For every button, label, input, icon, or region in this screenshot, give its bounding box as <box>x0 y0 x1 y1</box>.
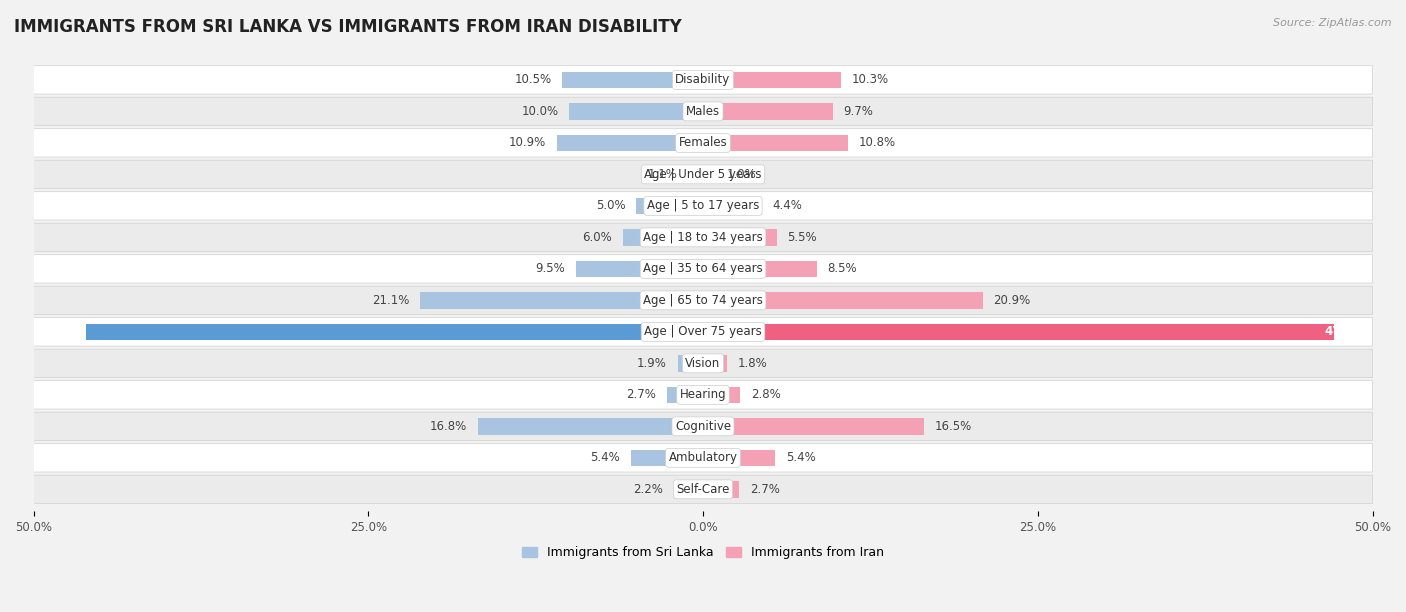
Text: 16.5%: 16.5% <box>935 420 972 433</box>
FancyBboxPatch shape <box>34 255 1372 283</box>
FancyBboxPatch shape <box>34 223 1372 252</box>
Text: 2.7%: 2.7% <box>626 389 657 401</box>
Text: 6.0%: 6.0% <box>582 231 612 244</box>
Bar <box>703 355 727 371</box>
Bar <box>703 72 841 88</box>
FancyBboxPatch shape <box>34 318 1372 346</box>
Text: 2.7%: 2.7% <box>749 483 780 496</box>
Bar <box>576 261 703 277</box>
Text: 47.1%: 47.1% <box>1324 326 1365 338</box>
FancyBboxPatch shape <box>34 381 1372 409</box>
Text: IMMIGRANTS FROM SRI LANKA VS IMMIGRANTS FROM IRAN DISABILITY: IMMIGRANTS FROM SRI LANKA VS IMMIGRANTS … <box>14 18 682 36</box>
Text: 2.8%: 2.8% <box>751 389 780 401</box>
Text: 10.3%: 10.3% <box>852 73 889 86</box>
Legend: Immigrants from Sri Lanka, Immigrants from Iran: Immigrants from Sri Lanka, Immigrants fr… <box>517 541 889 564</box>
Text: Hearing: Hearing <box>679 389 727 401</box>
FancyBboxPatch shape <box>34 97 1372 125</box>
Text: 1.8%: 1.8% <box>738 357 768 370</box>
Bar <box>703 103 832 119</box>
Text: 5.4%: 5.4% <box>591 451 620 465</box>
Text: Age | 35 to 64 years: Age | 35 to 64 years <box>643 263 763 275</box>
Text: 1.1%: 1.1% <box>648 168 678 181</box>
Text: Vision: Vision <box>685 357 721 370</box>
FancyBboxPatch shape <box>34 444 1372 472</box>
Text: 9.5%: 9.5% <box>536 263 565 275</box>
Bar <box>569 103 703 119</box>
Text: Ambulatory: Ambulatory <box>668 451 738 465</box>
Text: Self-Care: Self-Care <box>676 483 730 496</box>
FancyBboxPatch shape <box>34 65 1372 94</box>
Bar <box>703 166 717 182</box>
Bar <box>636 198 703 214</box>
Bar <box>703 387 741 403</box>
Bar <box>86 324 703 340</box>
Text: 2.2%: 2.2% <box>633 483 662 496</box>
Text: Age | 18 to 34 years: Age | 18 to 34 years <box>643 231 763 244</box>
Text: 5.0%: 5.0% <box>596 200 626 212</box>
Bar <box>666 387 703 403</box>
FancyBboxPatch shape <box>34 286 1372 315</box>
Text: Source: ZipAtlas.com: Source: ZipAtlas.com <box>1274 18 1392 28</box>
Text: 5.5%: 5.5% <box>787 231 817 244</box>
FancyBboxPatch shape <box>34 475 1372 504</box>
FancyBboxPatch shape <box>34 192 1372 220</box>
Bar <box>703 198 762 214</box>
FancyBboxPatch shape <box>34 349 1372 378</box>
Bar <box>478 418 703 435</box>
Text: 21.1%: 21.1% <box>373 294 409 307</box>
FancyBboxPatch shape <box>34 412 1372 441</box>
Text: 9.7%: 9.7% <box>844 105 873 118</box>
Bar <box>689 166 703 182</box>
Text: 16.8%: 16.8% <box>430 420 467 433</box>
Bar <box>703 481 740 498</box>
Bar <box>557 135 703 151</box>
Bar <box>703 229 776 245</box>
Text: Disability: Disability <box>675 73 731 86</box>
Bar <box>703 261 817 277</box>
Bar <box>703 292 983 308</box>
Bar <box>703 418 924 435</box>
Bar <box>678 355 703 371</box>
FancyBboxPatch shape <box>34 129 1372 157</box>
Bar <box>703 135 848 151</box>
Text: 1.9%: 1.9% <box>637 357 666 370</box>
Bar <box>631 450 703 466</box>
Text: 10.8%: 10.8% <box>858 136 896 149</box>
Text: 10.9%: 10.9% <box>509 136 547 149</box>
Text: Age | 5 to 17 years: Age | 5 to 17 years <box>647 200 759 212</box>
Text: 10.5%: 10.5% <box>515 73 551 86</box>
Text: 20.9%: 20.9% <box>994 294 1031 307</box>
Bar <box>562 72 703 88</box>
Text: Males: Males <box>686 105 720 118</box>
Bar <box>623 229 703 245</box>
FancyBboxPatch shape <box>34 160 1372 188</box>
Bar <box>703 450 775 466</box>
Text: Cognitive: Cognitive <box>675 420 731 433</box>
Text: 10.0%: 10.0% <box>522 105 558 118</box>
Text: 4.4%: 4.4% <box>773 200 803 212</box>
Bar <box>703 324 1334 340</box>
Text: 1.0%: 1.0% <box>727 168 756 181</box>
Text: 5.4%: 5.4% <box>786 451 815 465</box>
Text: Age | 65 to 74 years: Age | 65 to 74 years <box>643 294 763 307</box>
Bar <box>420 292 703 308</box>
Text: 8.5%: 8.5% <box>828 263 858 275</box>
Text: Age | Over 75 years: Age | Over 75 years <box>644 326 762 338</box>
Text: 46.1%: 46.1% <box>41 326 82 338</box>
Text: Females: Females <box>679 136 727 149</box>
Bar <box>673 481 703 498</box>
Text: Age | Under 5 years: Age | Under 5 years <box>644 168 762 181</box>
